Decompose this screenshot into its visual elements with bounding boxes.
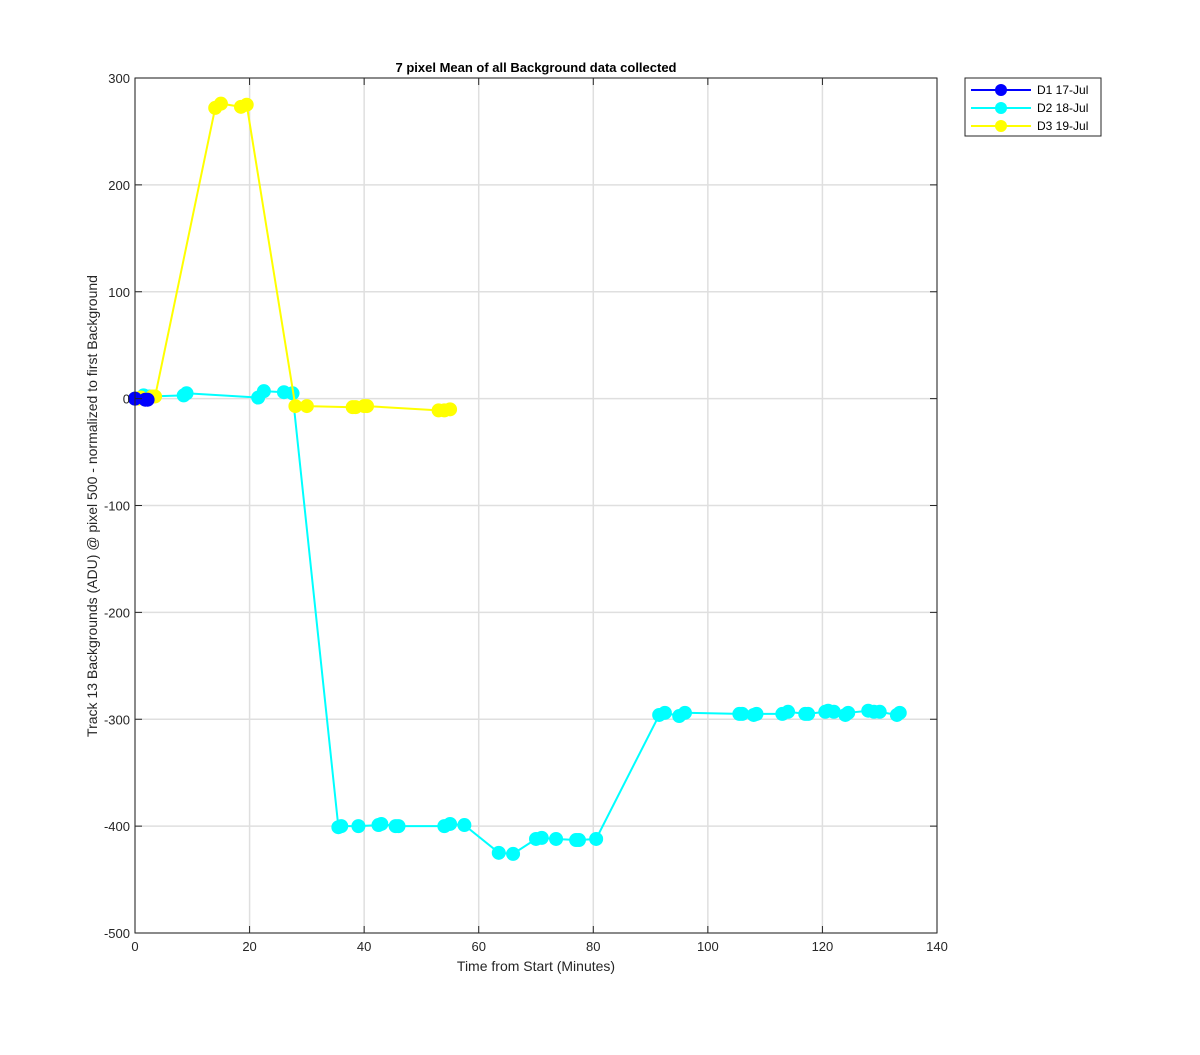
y-tick-label: -200 [104,605,130,620]
y-tick-label: -400 [104,819,130,834]
series-0 [128,391,155,407]
data-point [391,819,406,834]
data-point [351,819,366,834]
legend-label: D1 17-Jul [1037,83,1088,97]
data-point [534,830,549,845]
data-point [571,833,586,848]
y-tick-label: 100 [108,285,130,300]
data-point [826,704,841,719]
legend-label: D2 18-Jul [1037,101,1088,115]
data-point [801,706,816,721]
data-point [589,831,604,846]
data-point [256,384,271,399]
legend-entry: D3 19-Jul [971,119,1088,133]
legend-entry: D1 17-Jul [971,83,1088,97]
data-point [892,705,907,720]
data-point [299,399,314,414]
x-tick-label: 40 [357,939,371,954]
data-point [781,704,796,719]
data-point [491,845,506,860]
y-tick-label: -300 [104,712,130,727]
legend-label: D3 19-Jul [1037,119,1088,133]
data-point [549,831,564,846]
data-point [443,402,458,417]
legend-marker [995,120,1007,132]
data-point [140,392,155,407]
chart-title: 7 pixel Mean of all Background data coll… [395,60,676,75]
data-point [677,705,692,720]
x-tick-label: 120 [812,939,834,954]
data-point [872,704,887,719]
data-point [506,846,521,861]
data-point [457,818,472,833]
data-point [657,705,672,720]
y-axis-title: Track 13 Backgrounds (ADU) @ pixel 500 -… [84,275,100,737]
x-tick-label: 0 [131,939,138,954]
data-point [334,819,349,834]
axis-ticks: 0 20 40 60 80 100 120 140 -500 -400 -300 -200 -100 0 1… [104,71,948,954]
x-tick-label: 100 [697,939,719,954]
y-tick-label: -100 [104,499,130,514]
legend-marker [995,102,1007,114]
data-point [443,816,458,831]
y-tick-label: 300 [108,71,130,86]
data-point [179,386,194,401]
x-tick-label: 20 [242,939,256,954]
legend: D1 17-Jul D2 18-Jul D3 19-Jul [964,77,1102,137]
data-point [749,706,764,721]
data-series [128,96,907,861]
legend-marker [995,84,1007,96]
legend-entry: D2 18-Jul [971,101,1088,115]
data-point [841,705,856,720]
data-point [374,816,389,831]
x-axis-title: Time from Start (Minutes) [457,958,615,974]
data-point [239,97,254,112]
x-tick-label: 140 [926,939,948,954]
y-tick-label: -500 [104,926,130,941]
x-tick-label: 60 [471,939,485,954]
y-tick-label: 0 [123,392,130,407]
y-tick-label: 200 [108,178,130,193]
data-point [360,399,375,414]
data-point [213,96,228,111]
x-tick-label: 80 [586,939,600,954]
